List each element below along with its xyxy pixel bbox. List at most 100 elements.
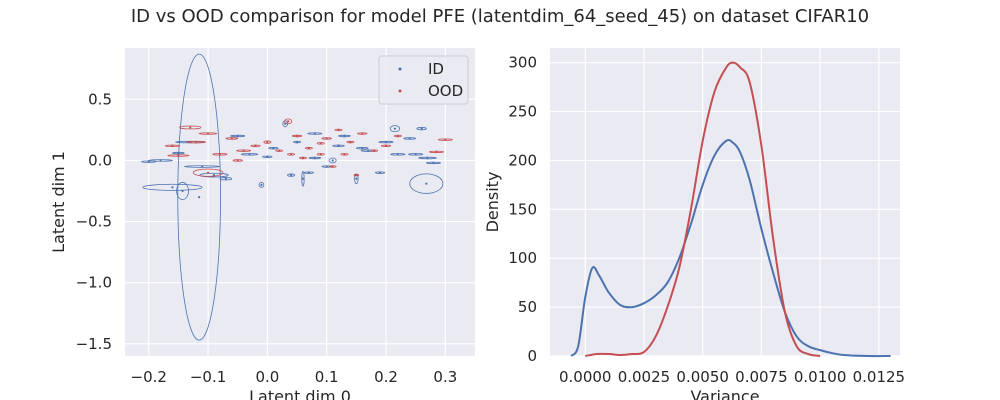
density-panel: 0.0000 0.0025 0.0050 0.0075 0.0100 0.0125 0 50 1… [483, 48, 905, 400]
y-tick-label: 150 [508, 200, 537, 218]
data-point [313, 132, 316, 135]
data-point [206, 132, 210, 135]
data-point [290, 174, 293, 177]
data-point [426, 156, 429, 160]
uncertainty-ellipse [219, 177, 233, 181]
uncertainty-ellipse [258, 182, 265, 188]
data-point [319, 153, 322, 156]
data-point [331, 159, 334, 162]
data-point [367, 149, 370, 152]
x-tick-label: 0.3 [433, 368, 457, 386]
data-point [319, 142, 322, 145]
uncertainty-ellipse [416, 127, 427, 131]
y-tick-label: 0.5 [88, 90, 112, 108]
uncertainty-ellipse [328, 157, 337, 164]
data-point [301, 156, 305, 160]
data-point [159, 159, 162, 162]
density-line-ood [585, 61, 821, 357]
data-point [147, 160, 150, 163]
data-point [266, 155, 269, 158]
x-axis-label: Variance [690, 387, 759, 400]
data-point [425, 182, 428, 185]
data-point [414, 153, 417, 156]
x-tick-label: 0.0100 [794, 368, 847, 386]
data-point [272, 147, 275, 150]
data-point [355, 177, 358, 180]
data-point [201, 165, 204, 168]
data-point [343, 134, 346, 138]
uncertainty-ellipse [176, 182, 189, 200]
data-point [248, 153, 251, 156]
data-point [307, 171, 310, 174]
data-point [236, 159, 239, 162]
x-tick-label: 0.0075 [735, 368, 788, 386]
data-point [307, 147, 310, 150]
data-point [301, 177, 305, 180]
legend-marker [398, 89, 402, 93]
y-axis-label: Density [483, 172, 502, 233]
density-line-id [570, 139, 891, 358]
data-point [206, 171, 210, 174]
y-tick-label: 250 [508, 103, 537, 121]
data-point [396, 153, 399, 156]
data-point [266, 141, 269, 144]
x-tick-label: 0.0 [255, 368, 279, 386]
data-point [290, 153, 293, 156]
y-tick-label: 200 [508, 151, 537, 169]
data-point [242, 149, 245, 152]
data-point [373, 149, 376, 152]
data-point [420, 127, 423, 130]
data-point [230, 137, 233, 140]
x-tick-label: −0.1 [190, 368, 226, 386]
uncertainty-ellipse [354, 173, 359, 185]
y-tick-label: 100 [508, 249, 537, 267]
data-point [325, 165, 328, 168]
uncertainty-ellipse [263, 140, 272, 144]
uncertainty-ellipse [192, 168, 224, 177]
uncertainty-ellipse [142, 183, 203, 191]
y-tick-label: −1.0 [76, 274, 112, 292]
scatter-panel: −0.2 −0.1 0.0 0.1 0.2 0.3 0.5 0.0 −0.5 −1.0 −1.5 La… [49, 48, 475, 400]
data-point [260, 183, 263, 186]
data-point [361, 147, 364, 150]
uncertainty-ellipse [409, 173, 444, 194]
data-point [331, 165, 334, 168]
plot-area-background [550, 48, 900, 356]
y-axis-label: Latent dim 1 [49, 151, 68, 253]
data-point [384, 141, 388, 144]
data-point [349, 141, 352, 144]
x-tick-label: 0.1 [315, 368, 339, 386]
data-point [355, 174, 358, 177]
legend-box [378, 55, 469, 105]
data-point [343, 153, 346, 156]
data-point [171, 144, 174, 147]
y-tick-label: 0.0 [88, 151, 112, 169]
data-point [361, 132, 364, 135]
legend: ID OOD [378, 55, 469, 105]
legend-label: ID [428, 60, 444, 78]
data-point [254, 144, 257, 147]
data-point [396, 134, 399, 138]
data-point [224, 177, 227, 180]
y-tick-label: −1.5 [76, 335, 112, 353]
x-tick-label: 0.2 [374, 368, 398, 386]
data-point [408, 137, 411, 140]
x-tick-label: 0.0050 [676, 368, 729, 386]
data-point [295, 134, 299, 138]
data-point [337, 144, 340, 147]
data-point [325, 137, 328, 140]
uncertainty-ellipse [179, 125, 202, 130]
uncertainty-ellipse [177, 53, 221, 341]
data-point [198, 196, 201, 199]
y-tick-label: 300 [508, 54, 537, 72]
data-point [384, 144, 388, 147]
data-point [236, 134, 239, 138]
x-tick-label: 0.0000 [559, 368, 612, 386]
uncertainty-ellipse [284, 118, 293, 125]
legend-label: OOD [428, 82, 463, 100]
data-point [444, 138, 447, 141]
y-tick-label: 0 [527, 347, 537, 365]
x-axis-label: Latent dim 0 [249, 387, 351, 400]
data-point [189, 126, 192, 129]
